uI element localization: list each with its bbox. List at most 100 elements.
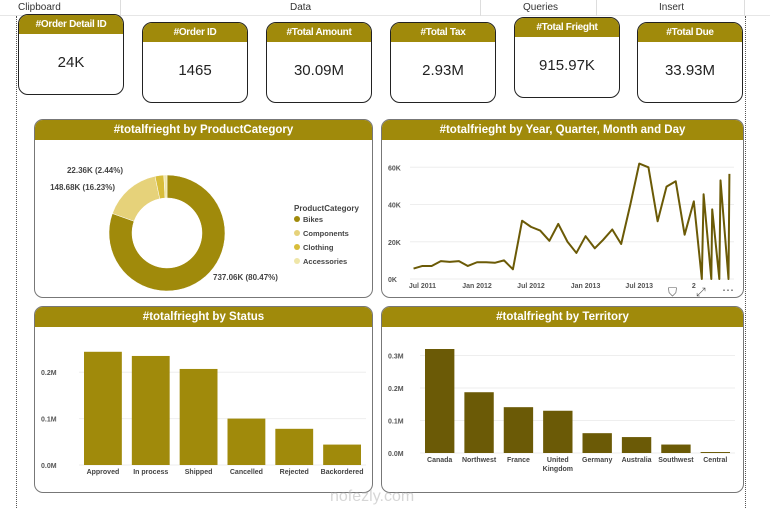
bar-australia [621, 437, 652, 453]
chart-title: #totalfrieght by Status [35, 307, 372, 327]
filter-icon[interactable]: ⛉ [668, 285, 678, 299]
kpi-title: #Order ID [143, 23, 247, 42]
bar-canada [425, 349, 455, 453]
kpi-title: #Total Due [638, 23, 742, 42]
kpi-title: #Order Detail ID [19, 15, 123, 34]
y-tick-label: 0.1M [388, 419, 404, 426]
chart-title: #totalfrieght by Year, Quarter, Month an… [382, 120, 743, 140]
kpi-card-total-due[interactable]: #Total Due 33.93M [637, 22, 743, 103]
donut-chart-panel[interactable]: #totalfrieght by ProductCategory 737.06K… [34, 119, 373, 298]
kpi-value: 24K [57, 54, 85, 71]
x-tick-label: Backordered [321, 469, 364, 476]
y-tick-label: 0.0M [388, 451, 404, 458]
x-tick-label: Jul 2011 [409, 283, 436, 290]
canvas-border-right [745, 16, 746, 508]
y-tick-label: 0K [388, 277, 397, 284]
status-chart-panel[interactable]: #totalfrieght by Status 0.0M 0.1M 0.2M Appr… [34, 306, 373, 493]
y-tick-label: 0.2M [41, 370, 57, 377]
kpi-title: #Total Tax [391, 23, 495, 42]
bar-germany [582, 433, 612, 453]
divider [480, 0, 481, 16]
kpi-card-total-amount[interactable]: #Total Amount 30.09M [266, 22, 372, 103]
chart-title: #totalfrieght by ProductCategory [35, 120, 372, 140]
divider [744, 0, 745, 16]
bar-backordered [323, 444, 361, 465]
x-tick-label: France [507, 457, 530, 464]
freight-line [413, 162, 731, 280]
ribbon: Clipboard Data Queries Insert [0, 0, 770, 16]
bar-approved [84, 351, 122, 465]
more-options-icon[interactable]: ⋯ [722, 283, 734, 297]
line-chart: 0K 20K 40K 60K Jul 2011 Jan 2012 Jul 2012 Jan 2… [388, 162, 734, 290]
canvas-border-left [16, 16, 17, 508]
y-tick-label: 20K [388, 240, 401, 247]
x-tick-label: In process [133, 469, 168, 476]
bar-united-kingdom [543, 410, 573, 453]
donut-data-label: 22.36K (2.44%) [67, 166, 123, 175]
territory-chart-panel[interactable]: #totalfrieght by Territory 0.0M 0.1M 0.2M 0… [381, 306, 744, 493]
x-tick-label: Cancelled [230, 469, 263, 476]
legend-marker [294, 244, 300, 250]
divider [596, 0, 597, 16]
legend-item-clothing: Clothing [303, 243, 334, 252]
x-tick-label: 2 [692, 283, 696, 290]
divider [120, 0, 121, 16]
legend-item-bikes: Bikes [303, 215, 323, 224]
kpi-title: #Total Frieght [515, 18, 619, 37]
kpi-value: 33.93M [664, 62, 716, 79]
legend-item-components: Components [303, 229, 349, 238]
legend-marker [294, 216, 300, 222]
x-tick-label: Australia [622, 457, 652, 464]
x-tick-label: Canada [427, 457, 452, 464]
bar-southwest [661, 444, 691, 453]
legend-title: ProductCategory [294, 204, 359, 213]
x-tick-label: Germany [582, 457, 612, 464]
x-tick-label: Approved [87, 469, 120, 476]
y-tick-label: 0.1M [41, 417, 57, 424]
kpi-value: 30.09M [293, 62, 345, 79]
x-tick-label: Southwest [658, 457, 694, 464]
kpi-value: 2.93M [422, 62, 464, 79]
y-tick-label: 0.0M [41, 463, 57, 470]
kpi-card-total-tax[interactable]: #Total Tax 2.93M [390, 22, 496, 103]
chart-title: #totalfrieght by Territory [382, 307, 743, 327]
y-tick-label: 0.3M [388, 354, 404, 361]
x-tick-label: United Kingdom [543, 457, 573, 473]
legend-item-accessories: Accessories [303, 257, 347, 266]
x-tick-label: Shipped [185, 469, 213, 476]
kpi-card-total-freight[interactable]: #Total Frieght 915.97K [514, 17, 620, 98]
ribbon-group-queries[interactable]: Queries [523, 2, 559, 13]
donut-chart: 737.06K (80.47%) 148.68K (16.23%) 22.36K (… [50, 166, 359, 292]
bar-central [700, 452, 730, 453]
y-tick-label: 0.2M [388, 386, 404, 393]
legend-marker [294, 230, 300, 236]
donut-slice-bikes [108, 174, 226, 292]
legend-marker [294, 258, 300, 264]
kpi-card-order-detail-id[interactable]: #Order Detail ID 24K [18, 14, 124, 95]
bar-northwest [464, 392, 494, 453]
kpi-value: 1465 [178, 62, 212, 79]
y-tick-label: 40K [388, 203, 401, 210]
x-tick-label: Jul 2012 [517, 283, 545, 290]
ribbon-group-clipboard[interactable]: Clipboard [18, 2, 61, 13]
x-tick-label: Jul 2013 [625, 283, 653, 290]
kpi-card-order-id[interactable]: #Order ID 1465 [142, 22, 248, 103]
donut-slice-components [112, 175, 161, 222]
x-tick-label: Northwest [462, 457, 497, 464]
bar-rejected [275, 428, 314, 465]
status-bar-chart: 0.0M 0.1M 0.2M Approved In process Shipped Can… [41, 351, 366, 476]
bar-shipped [179, 368, 218, 465]
x-tick-label: Jan 2012 [462, 283, 492, 290]
ribbon-group-insert[interactable]: Insert [659, 2, 685, 13]
line-chart-panel[interactable]: #totalfrieght by Year, Quarter, Month an… [381, 119, 744, 298]
bar-in-process [131, 355, 170, 465]
focus-mode-icon[interactable]: ⤢ [696, 285, 706, 299]
territory-bar-chart: 0.0M 0.1M 0.2M 0.3M Canada Northwest France Uni… [388, 349, 735, 473]
bar-france [503, 407, 534, 453]
donut-data-label: 148.68K (16.23%) [50, 183, 115, 192]
kpi-value: 915.97K [539, 57, 595, 74]
kpi-title: #Total Amount [267, 23, 371, 42]
x-tick-label: Jan 2013 [571, 283, 601, 290]
ribbon-group-data[interactable]: Data [290, 2, 312, 13]
watermark: nofezly.com [330, 488, 415, 505]
